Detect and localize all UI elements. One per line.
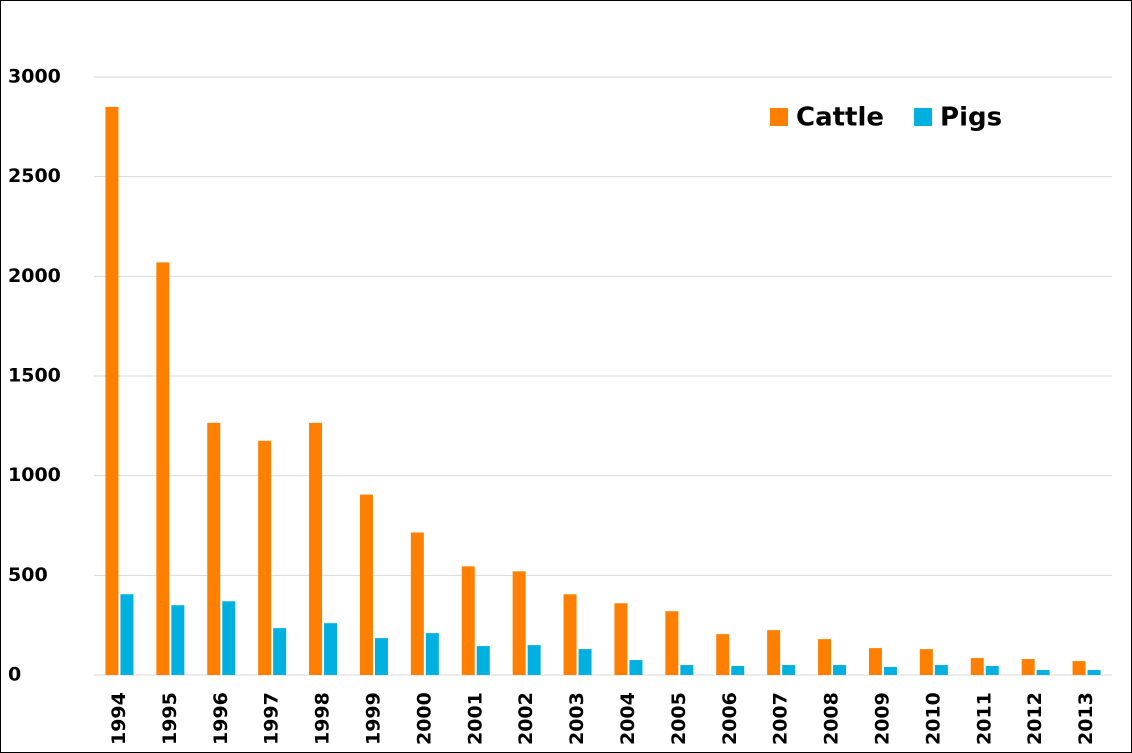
bar [934,665,948,675]
bar [258,440,272,675]
x-tick-label: 1994 [108,692,130,745]
x-tick-label: 1996 [210,692,232,745]
bar [629,660,643,675]
bar [578,649,592,675]
x-tick-label: 2006 [719,692,741,745]
bar [883,667,897,675]
x-tick-label: 2009 [871,692,893,745]
legend-label: Cattle [796,103,884,133]
bar [207,422,221,675]
bar [833,665,847,675]
x-tick-label: 2007 [770,692,792,745]
y-tick-label: 0 [8,664,21,686]
legend-swatch [914,108,933,126]
bar [1021,659,1035,675]
x-tick-label: 2012 [1024,692,1046,745]
bar [171,605,185,675]
x-tick-label: 2000 [413,692,435,745]
y-tick-label: 1500 [8,365,61,387]
bar [222,601,236,675]
y-tick-label: 500 [8,564,48,586]
x-tick-label: 2001 [464,692,486,745]
legend-label: Pigs [940,103,1002,133]
bar [563,594,577,675]
bar [273,628,287,675]
bar [410,532,424,675]
bar [105,106,119,675]
bar [731,666,745,675]
bar [120,594,134,675]
bar [425,633,439,675]
y-tick-label: 2000 [8,265,61,287]
x-tick-label: 2008 [821,692,843,745]
bar [476,646,490,675]
x-tick-label: 2010 [922,692,944,745]
bar [309,422,323,675]
bar [818,639,832,675]
bar [970,658,984,675]
x-tick-label: 2013 [1075,692,1097,745]
y-tick-label: 2500 [8,165,61,187]
bar [324,623,338,675]
x-tick-label: 1995 [159,692,181,745]
bar [1036,670,1050,675]
bar [512,571,526,675]
x-tick-label: 1998 [312,692,334,745]
x-tick-label: 1999 [362,692,384,745]
bar [716,634,730,675]
bar [919,649,933,675]
y-tick-label: 1000 [8,464,61,486]
legend-swatch [770,108,788,126]
x-tick-label: 2011 [973,692,995,745]
bar [680,665,694,675]
bar [359,494,373,675]
bar [527,645,541,675]
x-tick-label: 2002 [515,692,537,745]
bar [156,262,170,675]
bar [665,611,679,675]
bar [614,603,628,675]
bar [1087,670,1101,675]
x-tick-label: 2005 [668,692,690,745]
y-tick-label: 3000 [8,66,61,88]
bar [985,666,999,675]
bar [868,648,882,675]
bar [782,665,796,675]
bar [767,630,781,675]
bar [461,566,475,675]
bar [1072,661,1086,675]
bar [374,638,388,675]
x-tick-label: 2004 [617,692,639,745]
x-tick-label: 1997 [261,692,283,745]
x-tick-label: 2003 [566,692,588,745]
